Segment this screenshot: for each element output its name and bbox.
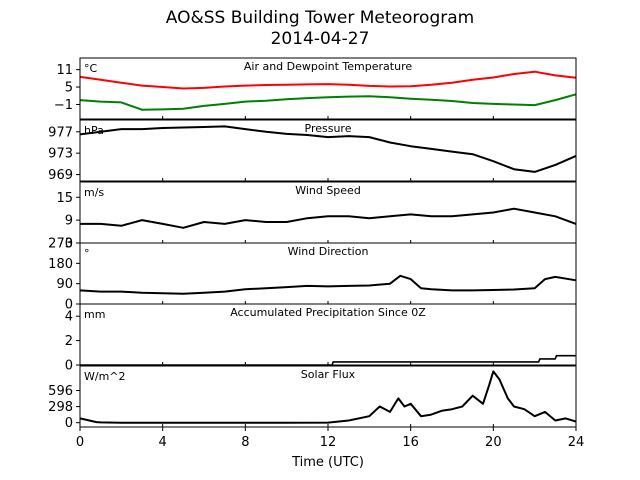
panel-2: 977 973 969 Pressure hPa xyxy=(48,119,577,183)
y-tick-label: 0 xyxy=(65,416,73,431)
panel-4: 270 180 90 0 Wind Direction ° xyxy=(48,237,577,313)
series-line-2-1 xyxy=(79,125,577,173)
y-tick-label: 11 xyxy=(56,63,73,78)
series-line-4-1 xyxy=(79,274,577,295)
y-tick-label: 2 xyxy=(65,334,73,349)
y-tick-label: 270 xyxy=(48,237,73,252)
panel-title: Accumulated Precipitation Since 0Z xyxy=(230,306,426,319)
panel-unit: m/s xyxy=(84,186,104,199)
panel-5: 4 2 0 Accumulated Precipitation Since 0Z mm xyxy=(65,303,577,374)
panel-title: Wind Direction xyxy=(288,245,369,258)
panel-title: Solar Flux xyxy=(301,368,356,381)
y-tick-label: 180 xyxy=(48,257,73,272)
y-tick-label: 9 xyxy=(65,214,73,229)
x-axis-label: Time (UTC) xyxy=(291,455,364,470)
panel-unit: hPa xyxy=(84,124,104,137)
series-line-5-1 xyxy=(80,354,576,366)
y-tick-label: 969 xyxy=(48,168,73,183)
y-tick-label: 973 xyxy=(48,147,73,162)
panel-title: Wind Speed xyxy=(295,184,361,197)
figure-title: AO&SS Building Tower Meteorogram xyxy=(166,8,474,28)
y-tick-label: 90 xyxy=(56,277,73,292)
y-tick-label: −1 xyxy=(54,98,73,113)
panel-unit: ° xyxy=(84,247,90,260)
y-tick-label: 0 xyxy=(65,359,73,374)
x-tick-label: 4 xyxy=(159,435,167,450)
y-tick-label: 15 xyxy=(56,191,73,206)
x-tick-label: 8 xyxy=(241,435,249,450)
x-tick-label: 24 xyxy=(568,435,585,450)
y-tick-label: 977 xyxy=(48,125,73,140)
x-axis: 0 4 8 12 16 20 24 xyxy=(76,427,584,450)
panel-unit: mm xyxy=(84,308,105,321)
y-tick-label: 3 xyxy=(65,237,73,252)
figure-date: 2014-04-27 xyxy=(271,29,370,49)
panel-1: 11 5 −1 Air and Dewpoint Temperature °C xyxy=(54,57,577,120)
y-tick-label: 298 xyxy=(48,400,73,415)
panel-unit: °C xyxy=(84,62,98,75)
panel-title: Air and Dewpoint Temperature xyxy=(244,60,412,73)
panel-title: Pressure xyxy=(305,122,352,135)
series-line-1-1 xyxy=(79,70,577,90)
series-line-3-1 xyxy=(80,207,577,229)
y-tick-label: 596 xyxy=(48,384,73,399)
series-line-1-2 xyxy=(79,93,577,111)
x-tick-label: 12 xyxy=(320,435,337,450)
x-tick-label: 20 xyxy=(485,435,502,450)
series-line-6-1 xyxy=(79,370,577,424)
y-tick-label: 0 xyxy=(65,298,73,313)
panel-3: 15 9 3 Wind Speed m/s xyxy=(56,181,577,252)
x-tick-label: 16 xyxy=(402,435,419,450)
x-tick-label: 0 xyxy=(76,435,84,450)
panel-unit: W/m^2 xyxy=(84,370,126,383)
y-tick-label: 5 xyxy=(65,81,73,96)
y-tick-label: 4 xyxy=(65,310,73,325)
